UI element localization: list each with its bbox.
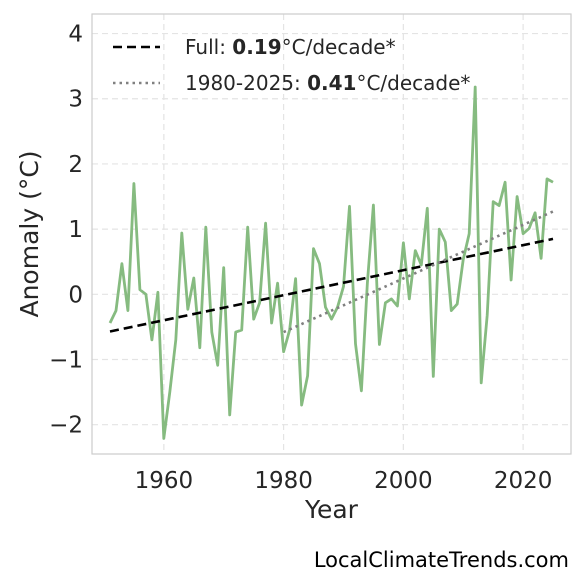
y-tick-label: 0 — [68, 282, 83, 308]
y-tick-label: 4 — [68, 22, 83, 48]
watermark: LocalClimateTrends.com — [313, 548, 569, 572]
x-tick-label: 2020 — [494, 468, 553, 494]
y-tick-label: −1 — [49, 347, 83, 373]
legend-entry: Full: 0.19°C/decade* — [185, 35, 396, 59]
y-axis-label: Anomaly (°C) — [15, 150, 44, 317]
legend-entry: 1980-2025: 0.41°C/decade* — [185, 71, 470, 95]
y-tick-label: 1 — [68, 217, 83, 243]
legend-rate: 0.19 — [232, 35, 281, 59]
y-tick-label: 3 — [68, 87, 83, 113]
plot-frame — [91, 13, 572, 455]
x-axis-label: Year — [304, 495, 359, 524]
legend-unit: °C/decade* — [356, 71, 470, 95]
x-tick-label: 2000 — [374, 468, 433, 494]
full-trend-line — [109, 237, 554, 333]
anomaly-line — [108, 85, 554, 440]
x-tick-label: 1980 — [254, 468, 313, 494]
x-tick-label: 1960 — [135, 468, 194, 494]
y-tick-label: 2 — [68, 152, 83, 178]
legend-rate: 0.41 — [307, 71, 356, 95]
series-layer — [108, 85, 554, 440]
legend: Full: 0.19°C/decade*1980-2025: 0.41°C/de… — [113, 35, 470, 95]
y-tick-label: −2 — [49, 413, 83, 439]
legend-unit: °C/decade* — [282, 35, 396, 59]
legend-prefix: Full: — [185, 35, 232, 59]
tick-labels: 1960 1980 2000 2020 −2 −1 0 1 2 3 4 — [49, 22, 552, 494]
legend-prefix: 1980-2025: — [185, 71, 307, 95]
